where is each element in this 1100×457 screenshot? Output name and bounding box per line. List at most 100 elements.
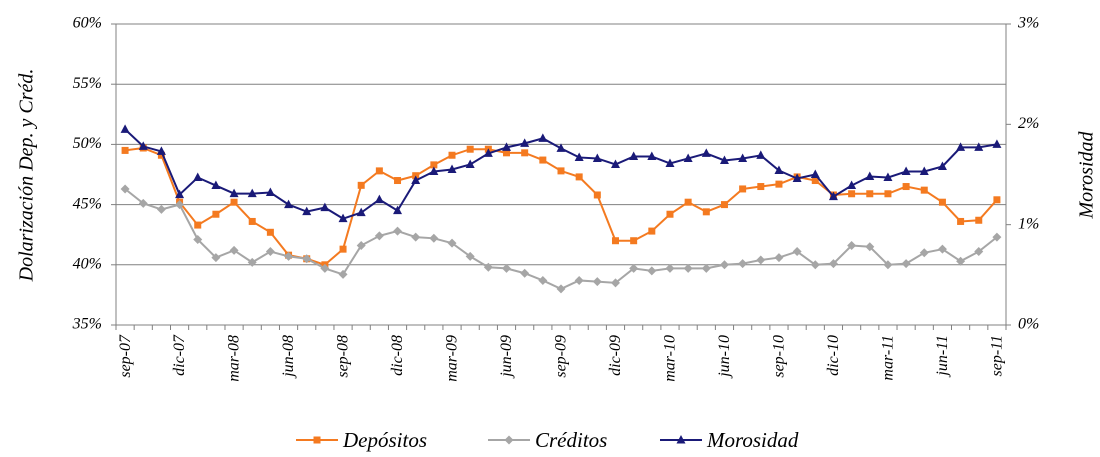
data-point [320,263,330,273]
data-point [339,245,347,253]
legend-marker [313,436,321,444]
data-point [194,221,202,229]
data-point [811,177,819,185]
data-point [919,248,929,258]
y-axis-title: Dolarización Dep. y Créd. [16,69,38,283]
data-point [411,232,421,242]
y-tick-label: 40% [73,255,102,272]
data-point [539,156,547,164]
data-point [828,259,838,269]
data-point [757,183,765,191]
data-point [393,226,403,236]
data-point [120,184,130,194]
data-point [592,277,602,287]
data-point [374,231,384,241]
data-point [610,159,620,168]
data-point [229,245,239,255]
data-point [738,259,748,269]
data-point [483,148,493,157]
x-tick-label: jun-11 [934,335,951,378]
data-point [901,166,911,175]
x-tick-label: dic-10 [825,335,842,376]
data-point [774,165,784,174]
x-tick-label: dic-09 [607,335,624,376]
x-tick-label: jun-10 [716,335,733,379]
data-point [666,210,674,218]
y2-tick-label: 1% [1018,215,1039,232]
data-point [739,185,747,193]
data-point [701,148,711,157]
data-point [974,247,984,257]
data-point [120,124,130,133]
data-point [429,166,439,175]
data-point [356,241,366,251]
data-point [792,247,802,257]
data-point [503,149,511,157]
x-tick-label: mar-11 [880,335,897,381]
y2-tick-label: 3% [1017,15,1039,32]
y2-tick-label: 2% [1018,115,1039,132]
data-point [265,247,275,257]
data-point [937,161,947,170]
data-point [284,251,294,261]
data-point [502,263,512,273]
data-point [302,254,312,264]
data-point [919,166,929,175]
data-point [157,151,165,159]
data-point [647,151,657,160]
data-point [629,263,639,273]
data-point [175,200,185,210]
data-point [883,260,893,270]
data-point [810,260,820,270]
data-point [538,133,548,142]
data-point [992,139,1002,148]
y-tick-label: 55% [73,75,102,92]
data-point [775,180,783,188]
data-point [756,150,766,159]
data-point [556,284,566,294]
data-point [719,260,729,270]
data-point [229,188,239,198]
data-point [975,216,983,224]
data-point [956,256,966,266]
data-point [247,188,257,198]
data-point [483,262,493,272]
data-point [810,169,820,178]
x-tick-label: dic-08 [389,335,406,376]
legend-label: Morosidad [706,428,799,452]
x-tick-label: sep-09 [553,335,570,378]
data-point [630,237,638,245]
x-tick-label: sep-07 [117,334,134,378]
data-point [538,275,548,285]
data-point [665,263,675,273]
data-point [701,263,711,273]
data-point [212,210,220,218]
data-point [847,241,857,251]
data-point [556,143,566,152]
data-point [665,158,675,167]
data-point [430,161,438,169]
data-point [865,242,875,252]
legend-label: Créditos [535,428,607,452]
data-point [466,145,474,153]
x-tick-label: mar-09 [444,335,461,382]
y2-tick-label: 0% [1018,316,1039,333]
data-point [338,269,348,279]
x-tick-label: sep-10 [771,335,788,378]
data-point [429,233,439,243]
data-point [683,153,693,162]
data-point [265,187,275,197]
data-point [266,228,274,236]
data-point [394,177,402,185]
data-point [520,138,530,147]
data-point [211,180,221,190]
data-point [557,167,565,175]
x-tick-label: dic-07 [171,334,188,376]
data-point [828,191,838,201]
data-point [193,172,203,182]
data-point [374,194,384,204]
data-point [138,198,148,208]
data-point [248,217,256,225]
data-point [375,167,383,175]
